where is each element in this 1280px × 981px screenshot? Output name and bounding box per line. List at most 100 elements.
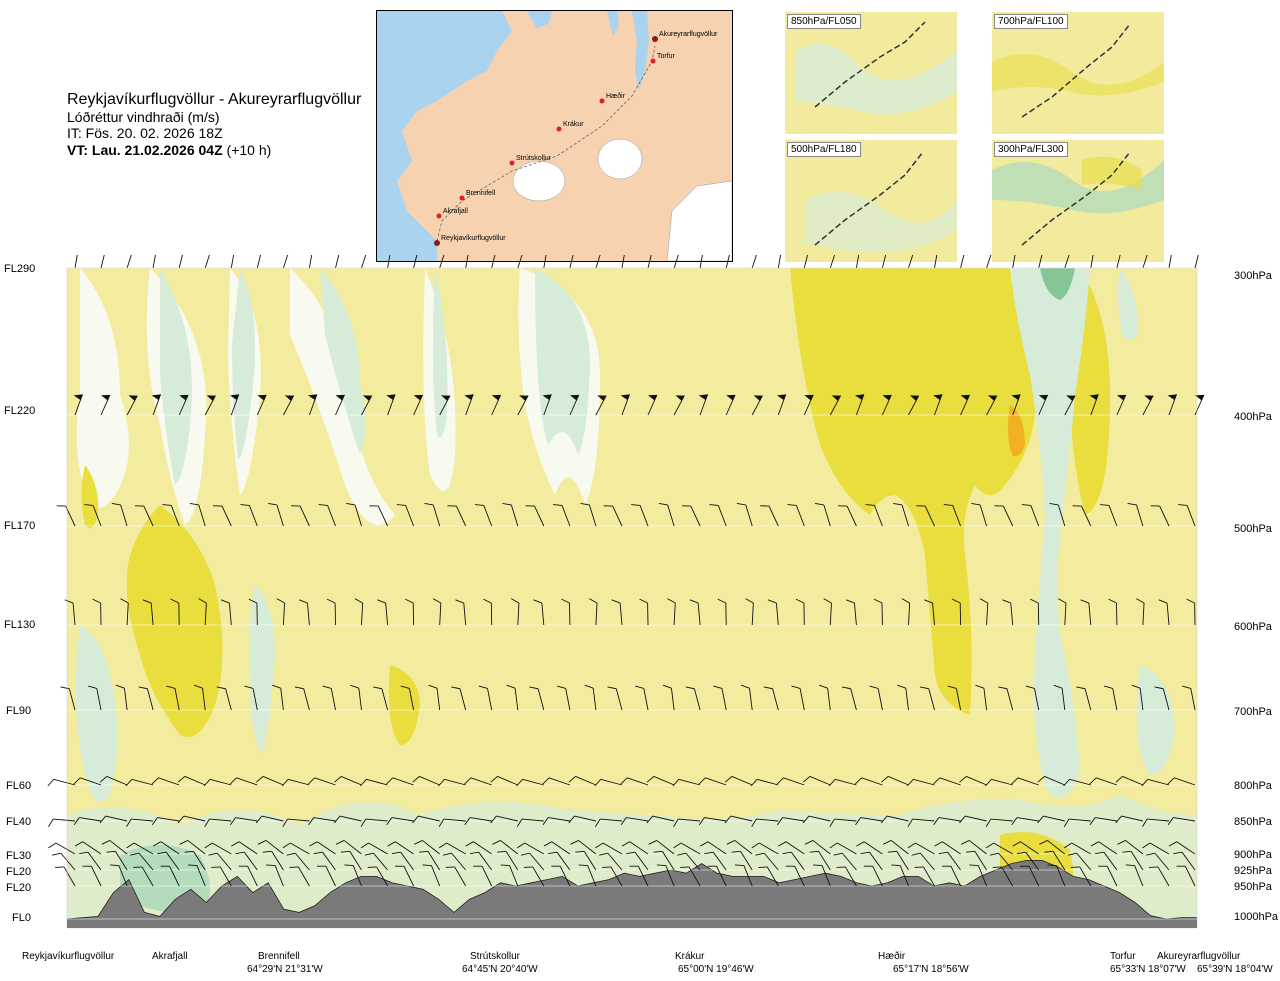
wind-barb <box>725 255 732 269</box>
wind-barb <box>569 255 576 269</box>
wind-barb <box>833 852 857 871</box>
field-green-11 <box>1136 665 1175 775</box>
wind-barb <box>755 852 779 871</box>
wind-barb <box>802 815 831 824</box>
wind-barb <box>698 777 727 786</box>
fl-label-40: FL40 <box>6 816 32 828</box>
map-point-marker <box>650 58 656 64</box>
wind-barb <box>998 686 1014 711</box>
wind-barb <box>188 864 206 887</box>
wind-barb <box>986 395 998 416</box>
wind-barb <box>204 255 213 269</box>
wind-barb <box>469 851 493 871</box>
wind-barb <box>84 504 102 527</box>
wind-barb <box>621 255 627 269</box>
map-point-marker <box>556 126 562 132</box>
fl-label-170: FL170 <box>4 520 36 532</box>
hpa-label-900: 900hPa <box>1234 849 1272 861</box>
wind-barb <box>360 818 388 827</box>
wind-barb <box>1167 394 1177 416</box>
wind-barb <box>881 815 909 824</box>
wind-barb <box>971 503 988 527</box>
waypoint-reykjavik: Reykjavíkurflugvöllur <box>22 951 115 962</box>
wind-barb <box>230 255 236 269</box>
wind-barb <box>828 778 857 787</box>
chart-subtitle: Lóðréttur vindhraði (m/s) <box>67 109 220 125</box>
wind-barb <box>795 598 805 626</box>
field-green-5 <box>432 268 448 438</box>
wind-barb <box>308 255 314 269</box>
wind-barb <box>542 777 571 786</box>
inset-300[interactable]: 300hPa/FL300 <box>992 140 1164 262</box>
map-fjord-north2 <box>607 11 619 36</box>
wind-barb <box>289 866 310 887</box>
fl-label-220: FL220 <box>4 405 36 417</box>
wind-barb <box>907 818 935 827</box>
wind-barb <box>56 505 76 527</box>
wind-barb <box>256 775 284 786</box>
wind-barb <box>134 505 154 527</box>
wind-barb <box>819 684 831 711</box>
wind-barb <box>782 851 805 871</box>
wind-barb <box>881 255 889 269</box>
wind-barb <box>464 817 492 826</box>
inset-500[interactable]: 500hPa/FL180 <box>785 140 957 262</box>
wind-barb <box>631 504 649 527</box>
wind-barb <box>334 815 362 824</box>
wind-barb <box>100 255 107 269</box>
wind-barb <box>1002 599 1014 626</box>
wind-barb <box>316 865 336 887</box>
wind-barb <box>204 395 216 416</box>
wind-barb <box>656 864 675 887</box>
wind-barb <box>575 850 597 871</box>
wind-barb <box>751 818 779 827</box>
field-green-2 <box>160 268 192 485</box>
wind-barb <box>1021 504 1040 527</box>
wind-barb <box>229 777 258 786</box>
wind-barb <box>942 865 962 887</box>
wind-barb <box>396 504 415 527</box>
wind-barb <box>364 852 388 871</box>
wind-barb <box>543 841 571 855</box>
wind-barb <box>47 778 76 787</box>
map-point-label: Akrafjall <box>443 208 468 215</box>
inset-700[interactable]: 700hPa/FL100 <box>992 12 1164 134</box>
wind-barb <box>523 866 545 887</box>
wind-barb <box>133 866 154 887</box>
wind-barb <box>125 778 154 787</box>
wind-barb <box>166 685 180 711</box>
wind-barb <box>647 394 658 416</box>
wind-barb <box>92 598 102 626</box>
wind-barb <box>291 505 310 527</box>
inset-300-label: 300hPa/FL300 <box>994 142 1068 157</box>
wind-barb <box>313 851 336 871</box>
wind-barb <box>1016 851 1040 871</box>
wind-barb <box>82 865 102 887</box>
wind-barb <box>424 503 441 527</box>
wind-barb <box>658 503 675 527</box>
wind-barb <box>1167 817 1196 826</box>
wind-barb <box>751 255 760 269</box>
fl-label-60: FL60 <box>6 780 32 792</box>
wind-barb <box>1053 684 1066 711</box>
wind-barb <box>1178 504 1196 527</box>
wind-barb <box>272 684 284 711</box>
wind-barb <box>1182 685 1196 711</box>
wind-barb <box>533 599 545 626</box>
wind-barb <box>474 504 493 527</box>
inset-850[interactable]: 850hPa/FL050 <box>785 12 957 134</box>
map-point-label: Hæðir <box>606 92 626 100</box>
map-point-label: Reykjavíkurflugvöllur <box>441 235 506 242</box>
wind-barb <box>685 686 701 711</box>
wind-barb <box>438 842 466 855</box>
wind-barb <box>386 817 414 826</box>
wind-barb <box>220 599 232 626</box>
field-yellow-2 <box>790 268 1049 715</box>
wind-barb <box>667 598 676 626</box>
wind-barb <box>629 865 649 887</box>
wind-barb <box>1011 817 1039 826</box>
wind-barb <box>965 850 987 871</box>
hpa-label-925: 925hPa <box>1234 865 1272 877</box>
wind-barb <box>157 851 180 871</box>
map-points: Akureyrarflugvöllur Torfur Hæðir Krákur Strú… <box>434 31 718 246</box>
